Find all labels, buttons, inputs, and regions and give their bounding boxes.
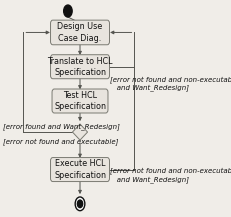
Polygon shape (72, 124, 87, 140)
Text: Execute HCL
Specification: Execute HCL Specification (54, 159, 106, 180)
FancyBboxPatch shape (52, 89, 107, 113)
FancyBboxPatch shape (50, 55, 109, 79)
Text: Design Use
Case Diag.: Design Use Case Diag. (57, 22, 102, 43)
FancyBboxPatch shape (50, 158, 109, 182)
Text: [error not found and non-executable
   and Want_Redesign]: [error not found and non-executable and … (110, 167, 231, 182)
FancyBboxPatch shape (50, 20, 109, 45)
Text: [error not found and non-executable
   and Want_Redesign]: [error not found and non-executable and … (110, 76, 231, 92)
Text: [error not found and executable]: [error not found and executable] (3, 138, 118, 145)
Circle shape (75, 197, 85, 211)
Text: [error found and Want_Redesign]: [error found and Want_Redesign] (3, 123, 119, 130)
Circle shape (63, 5, 72, 17)
Circle shape (77, 200, 82, 208)
Text: Test HCL
Specification: Test HCL Specification (54, 91, 106, 111)
Text: Translate to HCL
Specification: Translate to HCL Specification (47, 56, 112, 77)
